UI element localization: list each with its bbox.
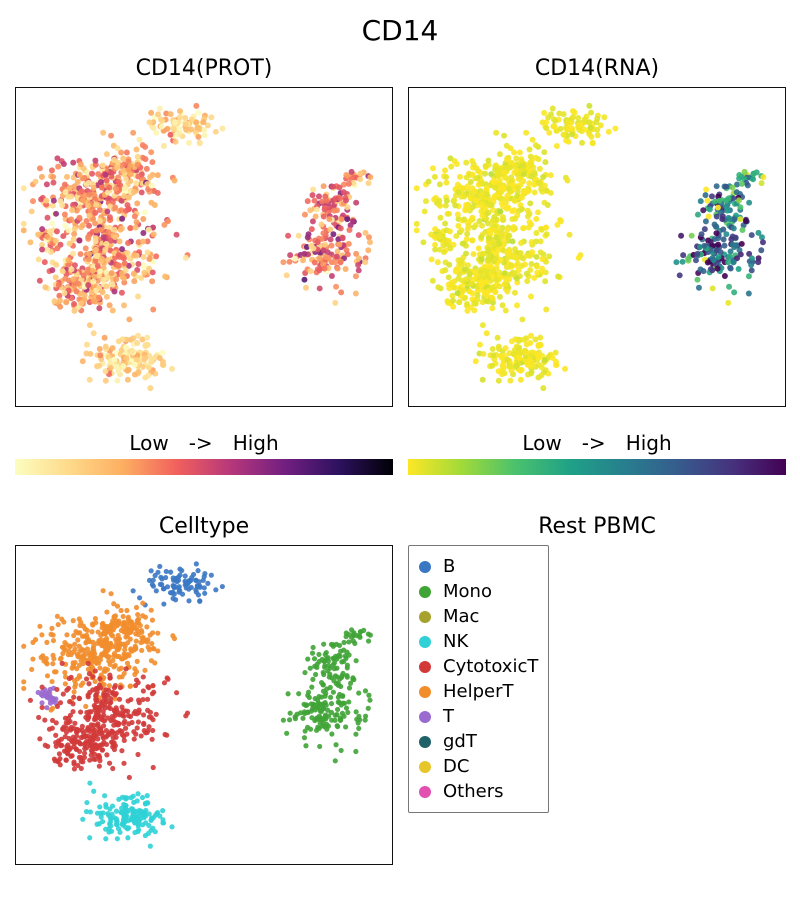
legend-label: gdT	[443, 729, 477, 754]
legend-label: HelperT	[443, 679, 514, 704]
legend-marker-icon	[419, 561, 431, 573]
scatter-prot	[16, 88, 392, 406]
legend-label: T	[443, 704, 454, 729]
legend-item-helpert: HelperT	[419, 679, 538, 704]
legend-label: Others	[443, 779, 504, 804]
legend-label: DC	[443, 754, 469, 779]
legend-marker-icon	[419, 661, 431, 673]
colorbar-label-rna: Low -> High	[408, 431, 786, 455]
panel-prot: CD14(PROT) Low -> High	[15, 56, 393, 475]
legend-marker-icon	[419, 711, 431, 723]
colorbar-label-prot: Low -> High	[15, 431, 393, 455]
panel-rna-title: CD14(RNA)	[408, 56, 786, 81]
legend-item-t: T	[419, 704, 538, 729]
legend-marker-icon	[419, 786, 431, 798]
legend-label: CytotoxicT	[443, 654, 538, 679]
panel-rest-pbmc: Rest PBMC BMonoMacNKCytotoxicTHelperTTgd…	[408, 514, 786, 813]
axes-prot	[15, 87, 393, 407]
legend-label: Mac	[443, 604, 479, 629]
panel-celltype: Celltype	[15, 514, 393, 865]
colorbar-prot	[15, 459, 393, 475]
legend-item-gdt: gdT	[419, 729, 538, 754]
legend-item-mono: Mono	[419, 579, 538, 604]
legend-item-mac: Mac	[419, 604, 538, 629]
legend-item-nk: NK	[419, 629, 538, 654]
legend-item-cytotoxict: CytotoxicT	[419, 654, 538, 679]
legend-marker-icon	[419, 636, 431, 648]
legend-box: BMonoMacNKCytotoxicTHelperTTgdTDCOthers	[408, 545, 549, 813]
panel-rest-title: Rest PBMC	[408, 514, 786, 539]
figure: CD14 CD14(PROT) Low -> High CD14(RNA) Lo…	[0, 0, 800, 900]
axes-rna	[408, 87, 786, 407]
legend-label: Mono	[443, 579, 492, 604]
legend-marker-icon	[419, 761, 431, 773]
legend-marker-icon	[419, 736, 431, 748]
scatter-celltype	[16, 546, 392, 864]
panel-celltype-title: Celltype	[15, 514, 393, 539]
legend-item-b: B	[419, 554, 538, 579]
legend-marker-icon	[419, 611, 431, 623]
panel-rna: CD14(RNA) Low -> High	[408, 56, 786, 475]
panel-prot-title: CD14(PROT)	[15, 56, 393, 81]
colorbar-rna	[408, 459, 786, 475]
legend-label: NK	[443, 629, 468, 654]
scatter-rna	[409, 88, 785, 406]
legend-item-dc: DC	[419, 754, 538, 779]
legend-marker-icon	[419, 686, 431, 698]
legend-label: B	[443, 554, 455, 579]
legend-marker-icon	[419, 586, 431, 598]
axes-celltype	[15, 545, 393, 865]
figure-suptitle: CD14	[0, 14, 800, 47]
legend-item-others: Others	[419, 779, 538, 804]
